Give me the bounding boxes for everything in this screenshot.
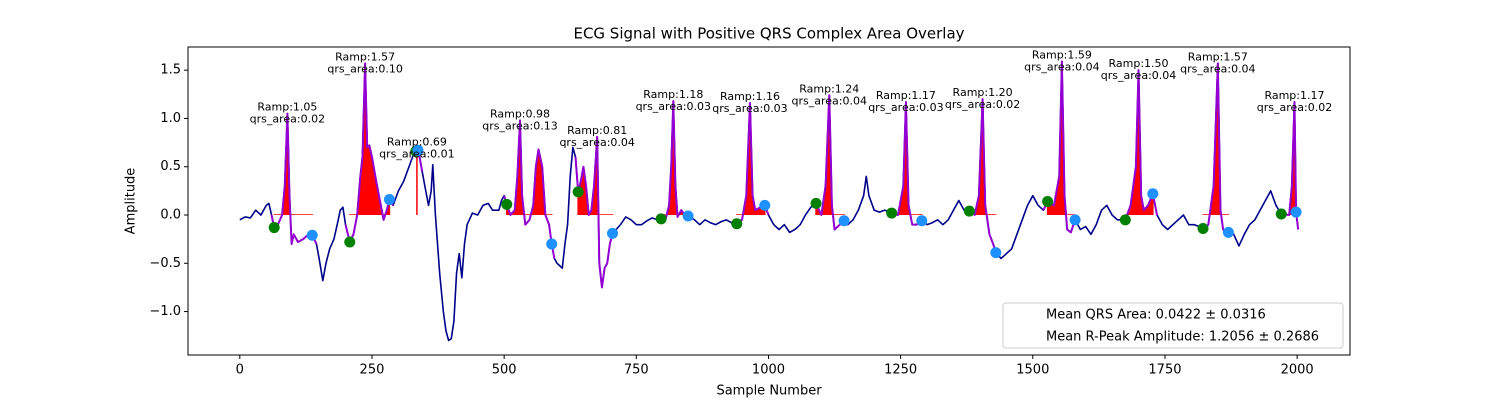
x-axis-label: Sample Number (716, 384, 822, 399)
y-tick-label: 0.0 (160, 208, 181, 223)
offset-point (383, 194, 395, 206)
offset-point (412, 144, 424, 156)
y-tick-label: 0.5 (160, 159, 181, 174)
peak-annotation: qrs_area:0.04 (559, 136, 634, 149)
x-tick-label: 750 (624, 363, 649, 378)
onset-point (501, 198, 513, 210)
legend-entry: Mean R-Peak Amplitude: 1.2056 ± 0.2686 (1046, 330, 1319, 345)
legend-entry: Mean QRS Area: 0.0422 ± 0.0316 (1046, 308, 1266, 323)
offset-point (1147, 188, 1159, 200)
peak-annotation: qrs_area:0.04 (1180, 62, 1255, 75)
onset-point (572, 186, 584, 198)
peak-annotation: Ramp:1.17 (876, 89, 936, 102)
onset-point (810, 197, 822, 209)
peak-annotation: Ramp:1.59 (1032, 48, 1092, 61)
peak-annotation: qrs_area:0.01 (379, 147, 454, 160)
peak-annotation: Ramp:1.17 (1264, 89, 1324, 102)
chart-title: ECG Signal with Positive QRS Complex Are… (573, 25, 964, 43)
onset-point (344, 236, 356, 248)
offset-point (682, 210, 694, 222)
x-tick-label: 0 (236, 363, 244, 378)
x-tick-label: 1750 (1148, 363, 1181, 378)
offset-point (759, 199, 771, 211)
onset-point (1197, 223, 1209, 235)
peak-annotation: Ramp:1.57 (1188, 50, 1248, 63)
offset-point (1222, 226, 1234, 238)
x-tick-label: 1000 (752, 363, 785, 378)
peak-annotation: qrs_area:0.04 (1101, 69, 1176, 82)
onset-point (268, 222, 280, 234)
offset-point (990, 247, 1002, 259)
y-tick-label: −1.0 (149, 304, 181, 319)
peak-annotation: Ramp:1.05 (257, 101, 317, 114)
peak-annotation: qrs_area:0.03 (868, 101, 943, 114)
onset-point (963, 205, 975, 217)
x-tick-label: 250 (360, 363, 385, 378)
axes-frame (187, 46, 1351, 356)
qrs-segment (574, 135, 617, 289)
qrs-segment (503, 119, 556, 259)
onset-point (731, 218, 743, 230)
peak-annotation: Ramp:1.50 (1109, 57, 1169, 70)
peak-annotation: qrs_area:0.03 (712, 102, 787, 115)
x-tick-label: 500 (492, 363, 517, 378)
y-tick-label: −0.5 (149, 256, 181, 271)
peak-annotation: Ramp:0.69 (387, 135, 447, 148)
peak-annotation: Ramp:1.20 (953, 86, 1013, 99)
peak-annotation: Ramp:0.98 (490, 107, 550, 120)
offset-point (546, 238, 558, 250)
x-tick-label: 1250 (884, 363, 917, 378)
onset-point (655, 213, 667, 225)
peak-annotation: Ramp:1.16 (720, 90, 780, 103)
peak-annotation: Ramp:1.18 (643, 88, 703, 101)
y-tick-label: 1.0 (160, 111, 181, 126)
y-tick-label: 1.5 (160, 63, 181, 78)
qrs-segment (968, 98, 997, 253)
onset-point (1042, 195, 1054, 207)
onset-point (1275, 208, 1287, 220)
peak-annotation: qrs_area:0.02 (1257, 101, 1332, 114)
offset-point (306, 229, 318, 241)
peak-annotation: qrs_area:0.02 (945, 98, 1020, 111)
offset-point (1290, 206, 1302, 218)
peak-annotation: qrs_area:0.04 (792, 94, 867, 107)
peak-annotation: qrs_area:0.03 (636, 100, 711, 113)
offset-point (1069, 214, 1081, 226)
peak-annotation: Ramp:1.57 (335, 50, 395, 63)
x-tick-label: 2000 (1281, 363, 1314, 378)
peak-annotation: qrs_area:0.02 (250, 113, 325, 126)
offset-point (838, 215, 850, 227)
peak-annotation: Ramp:1.24 (799, 82, 859, 95)
onset-point (1119, 214, 1131, 226)
x-tick-label: 1500 (1016, 363, 1049, 378)
offset-point (607, 227, 619, 239)
peak-annotation: Ramp:0.81 (567, 124, 627, 137)
peak-annotation: qrs_area:0.10 (327, 62, 402, 75)
onset-point (886, 207, 898, 219)
plot-area: Ramp:1.05qrs_area:0.02Ramp:1.57qrs_area:… (239, 48, 1332, 342)
peak-annotation: qrs_area:0.13 (482, 119, 557, 132)
offset-point (916, 215, 928, 227)
legend-box (1002, 302, 1344, 349)
qrs-segment (344, 62, 394, 244)
qrs-segment (891, 101, 923, 226)
y-axis-label: Amplitude (124, 168, 139, 235)
peak-annotation: qrs_area:0.04 (1024, 60, 1099, 73)
